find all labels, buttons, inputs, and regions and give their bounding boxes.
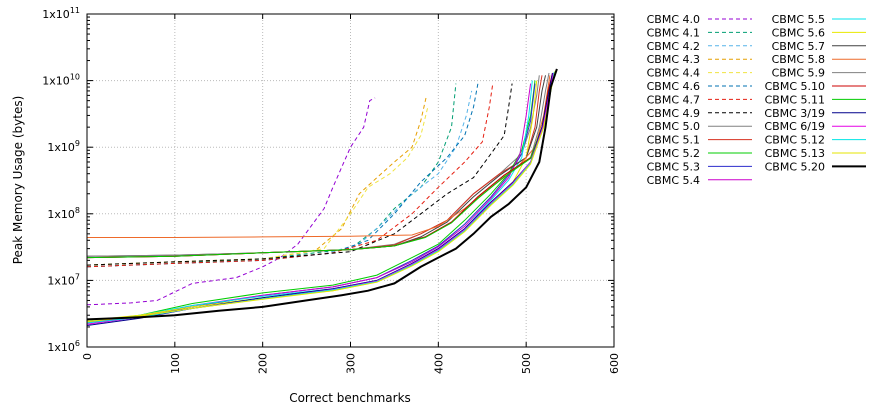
legend-label: CBMC 4.6: [647, 80, 700, 93]
x-tick-label: 0: [81, 353, 94, 360]
legend-label: CBMC 4.0: [647, 13, 700, 26]
legend-label: CBMC 5.13: [765, 147, 825, 160]
y-tick-label: 1x109: [47, 139, 80, 154]
series-line-cbmc-5-13: [87, 70, 556, 323]
x-tick-label: 200: [257, 353, 270, 374]
legend-label: CBMC 4.1: [647, 26, 700, 39]
legend-label: CBMC 5.4: [647, 174, 700, 187]
legend-label: CBMC 6/19: [764, 120, 825, 133]
legend-label: CBMC 5.10: [765, 80, 825, 93]
legend-label: CBMC 5.3: [647, 160, 700, 173]
x-axis-label: Correct benchmarks: [289, 391, 411, 405]
y-axis-label: Peak Memory Usage (bytes): [11, 96, 25, 265]
legend-label: CBMC 5.5: [772, 13, 825, 26]
y-tick-label: 1x1011: [42, 6, 80, 21]
series-line-cbmc-5-20: [87, 68, 558, 321]
grid: [87, 14, 614, 347]
x-tick-label: 300: [345, 353, 358, 374]
axes: 0 100 200 300 400 500 600 1x106 1x107 1x108 1x109 1…: [42, 6, 621, 374]
legend-label: CBMC 5.8: [772, 53, 825, 66]
y-tick-label: 1x107: [47, 272, 80, 287]
legend-label: CBMC 5.11: [765, 93, 825, 106]
legend-label: CBMC 4.3: [647, 53, 700, 66]
legend-label: CBMC 5.12: [765, 134, 825, 147]
legend-label: CBMC 5.1: [647, 134, 700, 147]
legend-label: CBMC 4.2: [647, 40, 700, 53]
x-tick-label: 500: [520, 353, 533, 374]
legend-label: CBMC 4.4: [647, 67, 700, 80]
y-tick-label: 1x1010: [42, 73, 80, 88]
series-line-cbmc-4-2: [87, 90, 473, 268]
legend-label: CBMC 5.20: [765, 160, 825, 173]
series-line-cbmc-4-6: [87, 83, 479, 268]
legend-label: CBMC 5.6: [772, 26, 825, 39]
series-line-cbmc-4-4: [87, 106, 429, 266]
x-tick-label: 100: [169, 353, 182, 374]
x-tick-label: 400: [432, 353, 445, 374]
series-line-cbmc-4-3: [87, 97, 427, 266]
legend-label: CBMC 3/19: [764, 107, 825, 120]
legend-label: CBMC 5.9: [772, 67, 825, 80]
x-tick-label: 600: [608, 353, 621, 374]
legend-label: CBMC 4.9: [647, 107, 700, 120]
series-layer: [87, 68, 558, 326]
series-line-cbmc-4-7: [87, 83, 494, 268]
legend-label: CBMC 4.7: [647, 93, 700, 106]
legend-label: CBMC 5.0: [647, 120, 700, 133]
legend-label: CBMC 5.2: [647, 147, 700, 160]
series-line-cbmc-4-0: [87, 97, 376, 306]
legend-label: CBMC 5.7: [772, 40, 825, 53]
y-tick-label: 1x106: [47, 339, 80, 354]
y-tick-label: 1x108: [47, 206, 80, 221]
series-line-cbmc-4-9: [87, 83, 513, 266]
